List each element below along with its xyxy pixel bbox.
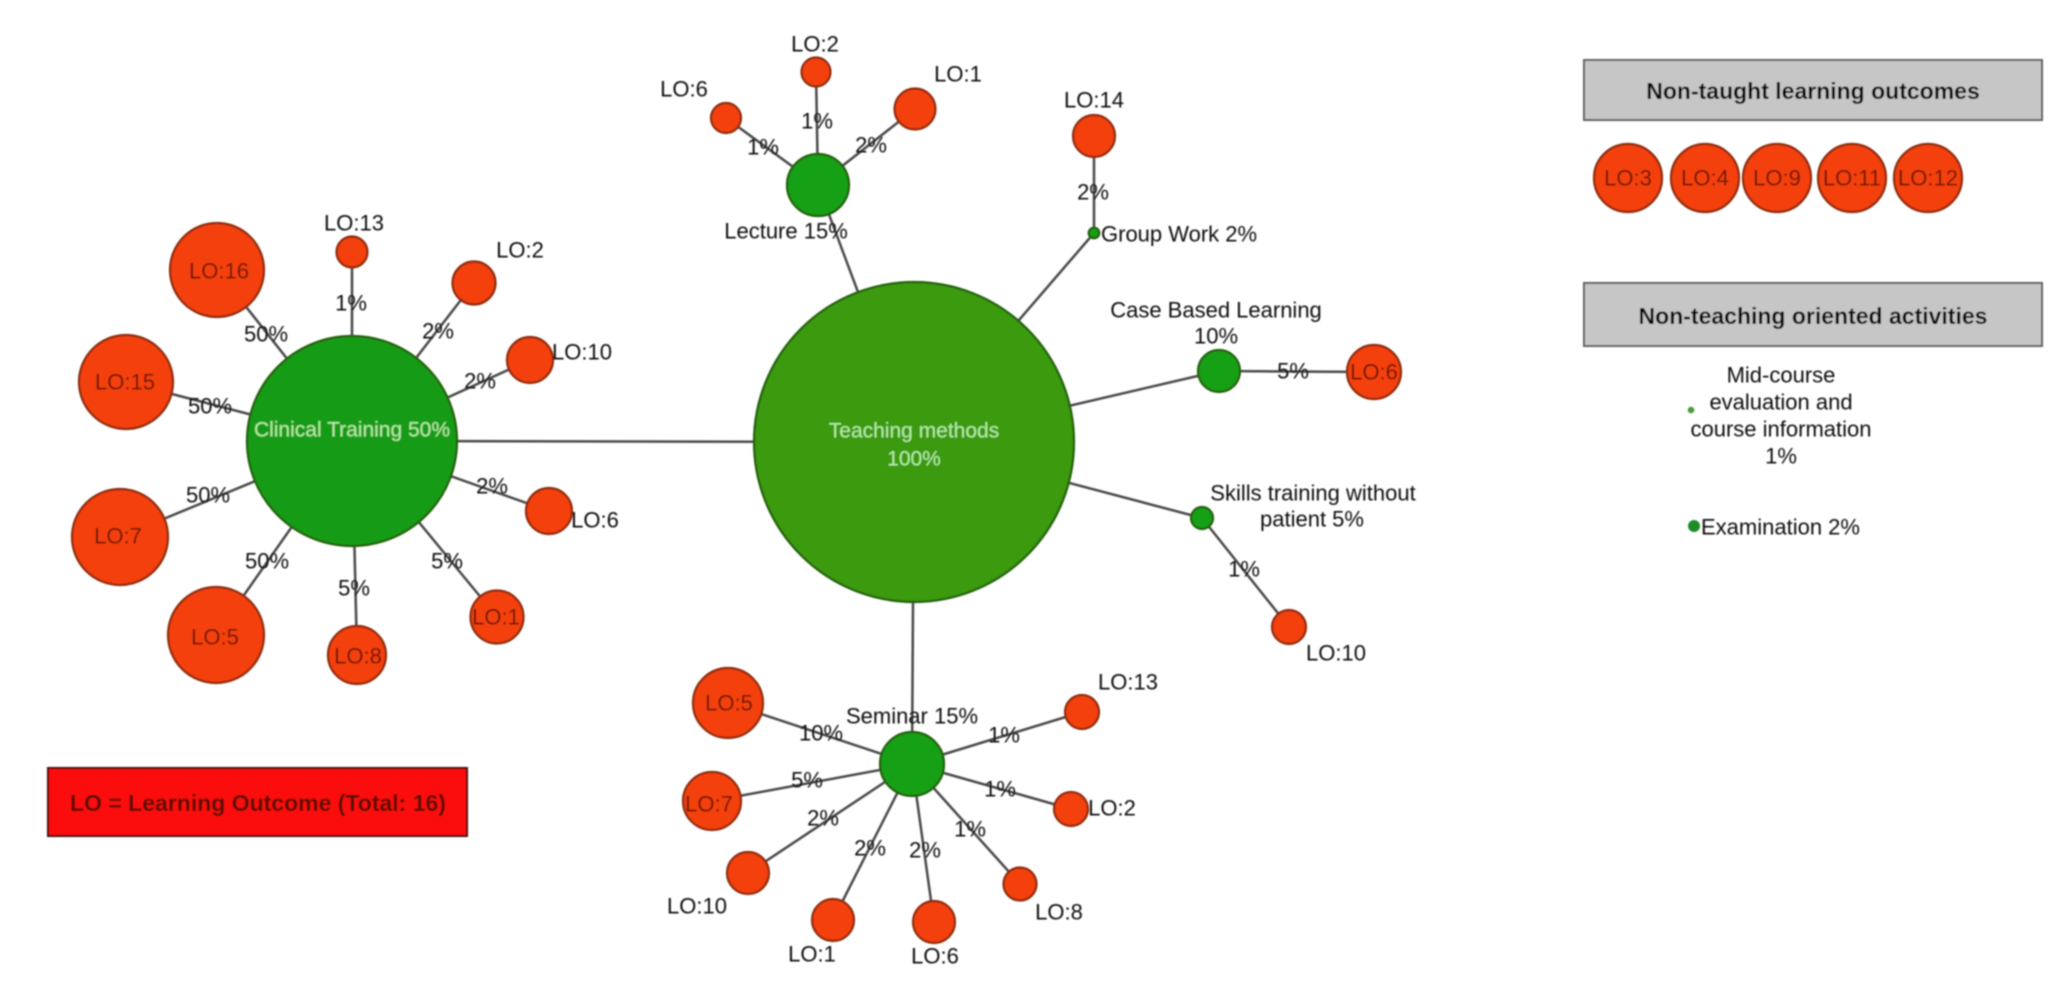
- svg-text:LO:8: LO:8: [1035, 900, 1083, 925]
- svg-text:LO:2: LO:2: [496, 238, 544, 263]
- svg-text:LO:10: LO:10: [667, 894, 727, 919]
- svg-text:1%: 1%: [1765, 444, 1797, 469]
- svg-text:LO:7: LO:7: [685, 792, 733, 817]
- svg-text:LO:10: LO:10: [1306, 641, 1366, 666]
- svg-text:LO:13: LO:13: [1098, 670, 1158, 695]
- svg-text:LO:6: LO:6: [571, 508, 619, 533]
- svg-text:Mid-course: Mid-course: [1727, 363, 1836, 388]
- svg-text:Lecture 15%: Lecture 15%: [724, 219, 848, 244]
- svg-text:2%: 2%: [464, 369, 496, 394]
- svg-text:LO:4: LO:4: [1681, 166, 1729, 191]
- svg-text:LO:8: LO:8: [334, 644, 382, 669]
- svg-text:5%: 5%: [338, 576, 370, 601]
- svg-text:LO:9: LO:9: [1753, 166, 1801, 191]
- svg-text:1%: 1%: [988, 723, 1020, 748]
- svg-text:2%: 2%: [476, 474, 508, 499]
- svg-text:LO:5: LO:5: [705, 691, 753, 716]
- svg-text:Teaching methods: Teaching methods: [829, 420, 999, 443]
- svg-text:LO:14: LO:14: [1064, 88, 1124, 113]
- svg-text:LO:6: LO:6: [1350, 360, 1398, 385]
- svg-text:LO:15: LO:15: [95, 370, 155, 395]
- svg-text:LO:5: LO:5: [191, 625, 239, 650]
- svg-text:LO:2: LO:2: [791, 32, 839, 57]
- svg-text:2%: 2%: [854, 836, 886, 861]
- svg-text:50%: 50%: [244, 322, 288, 347]
- svg-text:1%: 1%: [747, 135, 779, 160]
- svg-text:Non-teaching oriented activiti: Non-teaching oriented activities: [1639, 303, 1988, 329]
- svg-text:Skills training without: Skills training without: [1210, 481, 1415, 506]
- svg-text:LO:12: LO:12: [1898, 166, 1958, 191]
- svg-text:LO:2: LO:2: [1088, 796, 1136, 821]
- svg-text:2%: 2%: [422, 319, 454, 344]
- svg-text:50%: 50%: [186, 483, 230, 508]
- svg-text:5%: 5%: [431, 549, 463, 574]
- svg-text:5%: 5%: [791, 768, 823, 793]
- svg-text:2%: 2%: [909, 838, 941, 863]
- svg-text:50%: 50%: [245, 549, 289, 574]
- svg-text:100%: 100%: [887, 448, 941, 471]
- svg-text:2%: 2%: [1077, 180, 1109, 205]
- svg-text:2%: 2%: [855, 133, 887, 158]
- svg-text:Non-taught learning outcomes: Non-taught learning outcomes: [1646, 78, 1980, 104]
- svg-text:LO:3: LO:3: [1604, 166, 1652, 191]
- svg-text:2%: 2%: [807, 806, 839, 831]
- svg-text:1%: 1%: [801, 109, 833, 134]
- svg-text:LO:1: LO:1: [472, 605, 520, 630]
- svg-text:1%: 1%: [984, 777, 1016, 802]
- svg-text:LO:7: LO:7: [94, 524, 142, 549]
- svg-text:Clinical Training 50%: Clinical Training 50%: [254, 419, 450, 442]
- svg-text:Seminar 15%: Seminar 15%: [846, 704, 978, 729]
- svg-text:Case Based Learning: Case Based Learning: [1110, 298, 1322, 323]
- svg-text:1%: 1%: [954, 817, 986, 842]
- svg-text:LO:6: LO:6: [911, 944, 959, 969]
- svg-text:10%: 10%: [1194, 324, 1238, 349]
- svg-text:course information: course information: [1691, 417, 1872, 442]
- svg-text:LO = Learning Outcome (Total:: LO = Learning Outcome (Total: 16): [70, 790, 446, 816]
- svg-text:LO:13: LO:13: [324, 211, 384, 236]
- svg-text:50%: 50%: [188, 394, 232, 419]
- svg-text:evaluation and: evaluation and: [1709, 390, 1852, 415]
- svg-text:LO:1: LO:1: [934, 62, 982, 87]
- svg-text:5%: 5%: [1277, 359, 1309, 384]
- svg-text:1%: 1%: [1228, 557, 1260, 582]
- svg-text:LO:6: LO:6: [660, 77, 708, 102]
- svg-text:LO:16: LO:16: [189, 259, 249, 284]
- svg-text:LO:11: LO:11: [1823, 166, 1881, 191]
- svg-text:Examination 2%: Examination 2%: [1701, 515, 1860, 540]
- svg-text:patient 5%: patient 5%: [1260, 507, 1364, 532]
- svg-text:LO:10: LO:10: [552, 340, 612, 365]
- svg-text:LO:1: LO:1: [788, 942, 836, 967]
- svg-text:Group Work 2%: Group Work 2%: [1101, 222, 1257, 247]
- svg-text:10%: 10%: [799, 721, 843, 746]
- svg-text:1%: 1%: [335, 291, 367, 316]
